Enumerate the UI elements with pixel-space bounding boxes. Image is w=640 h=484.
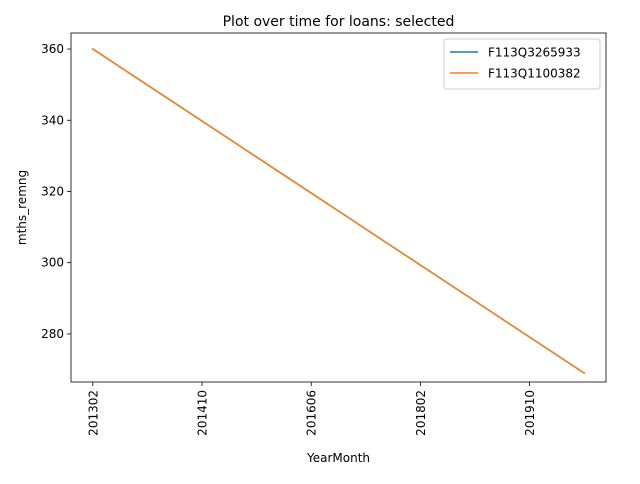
- y-axis-label: mths_remng: [15, 170, 29, 245]
- series-lines: [91, 47, 586, 375]
- legend: F113Q3265933 F113Q1100382: [443, 38, 601, 90]
- x-tick-label: 201606: [305, 390, 319, 436]
- x-tick-label: 201802: [414, 390, 428, 436]
- y-tick-label: 280: [41, 327, 64, 341]
- x-tick-label: 201302: [86, 390, 100, 436]
- x-axis-ticks: 201302 201410 201606 201802 201910: [86, 382, 537, 436]
- legend-box: [443, 38, 601, 90]
- x-tick-label: 201410: [196, 390, 210, 436]
- y-tick-label: 320: [41, 184, 64, 198]
- y-tick-label: 340: [41, 113, 64, 127]
- legend-label: F113Q1100382: [488, 67, 581, 81]
- x-axis-label: YearMonth: [306, 451, 370, 465]
- plot-background: [71, 33, 606, 382]
- plot-frame: [70, 32, 607, 383]
- chart-title: Plot over time for loans: selected: [223, 14, 455, 30]
- x-tick-label: 201910: [523, 390, 537, 436]
- y-tick-label: 360: [41, 42, 64, 56]
- y-axis-ticks: 280 300 320 340 360: [41, 42, 71, 341]
- series-line-f113q1100382: [91, 47, 586, 375]
- legend-label: F113Q3265933: [488, 46, 581, 60]
- y-tick-label: 300: [41, 256, 64, 270]
